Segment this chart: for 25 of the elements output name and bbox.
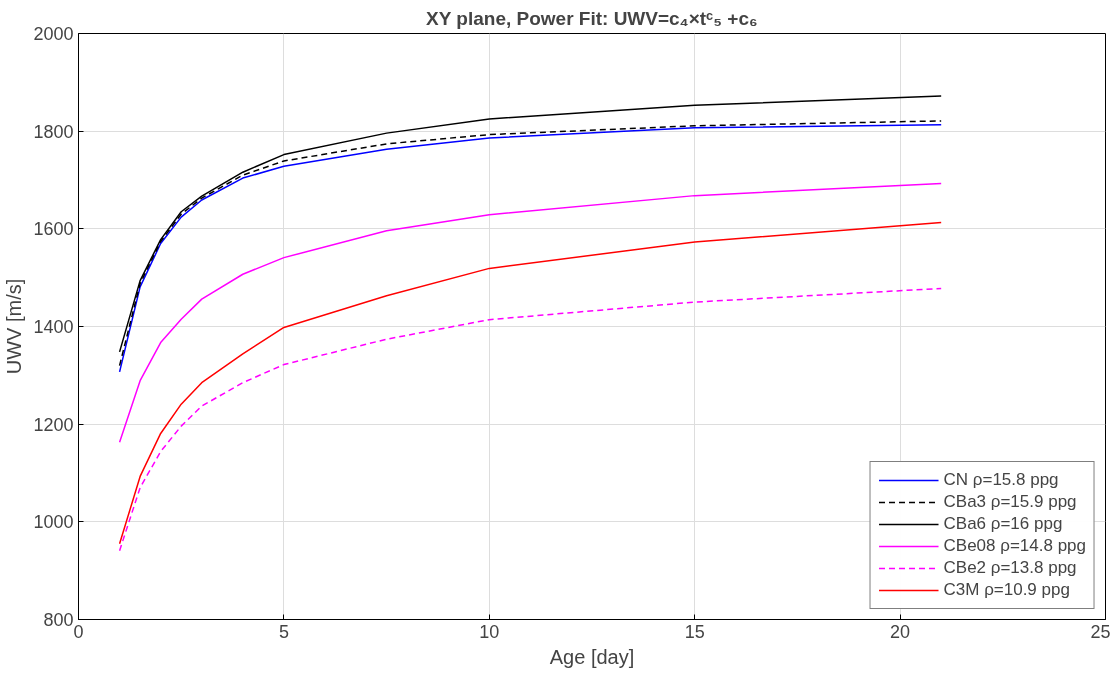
legend-label: C3M ρ=10.9 ppg: [943, 580, 1070, 600]
line-series: [118, 182, 942, 443]
x-tick-label: 5: [278, 621, 289, 642]
legend-label: CBe2 ρ=13.8 ppg: [943, 558, 1077, 578]
y-tick-label: 2000: [33, 24, 74, 44]
legend-label: CN ρ=15.8 ppg: [943, 470, 1059, 490]
legend-label: CBe08 ρ=14.8 ppg: [943, 536, 1086, 556]
y-tick-label: 1600: [33, 219, 74, 240]
y-axis-title: UWV [m/s]: [3, 278, 26, 375]
x-tick-label: 25: [1090, 621, 1111, 642]
x-tick-label: 15: [684, 621, 705, 642]
y-tick-label: 1000: [33, 512, 74, 533]
y-tick-label: 1200: [33, 414, 74, 435]
y-tick-label: 1400: [33, 317, 74, 337]
x-axis-title: Age [day]: [549, 645, 635, 668]
legend-label: CBa6 ρ=16 ppg: [943, 514, 1063, 534]
line-series: [118, 221, 942, 545]
x-tick-label: 20: [890, 621, 911, 642]
x-tick-label: 0: [73, 621, 84, 642]
y-tick-label: 1800: [33, 121, 74, 142]
line-series: [118, 287, 942, 552]
x-tick-label: 10: [479, 621, 500, 642]
legend-label: CBa3 ρ=15.9 ppg: [943, 492, 1077, 512]
y-tick-label: 800: [43, 610, 74, 630]
chart-title: XY plane, Power Fit: UWV=c₄×tᶜ₅ +c₆: [426, 7, 758, 29]
